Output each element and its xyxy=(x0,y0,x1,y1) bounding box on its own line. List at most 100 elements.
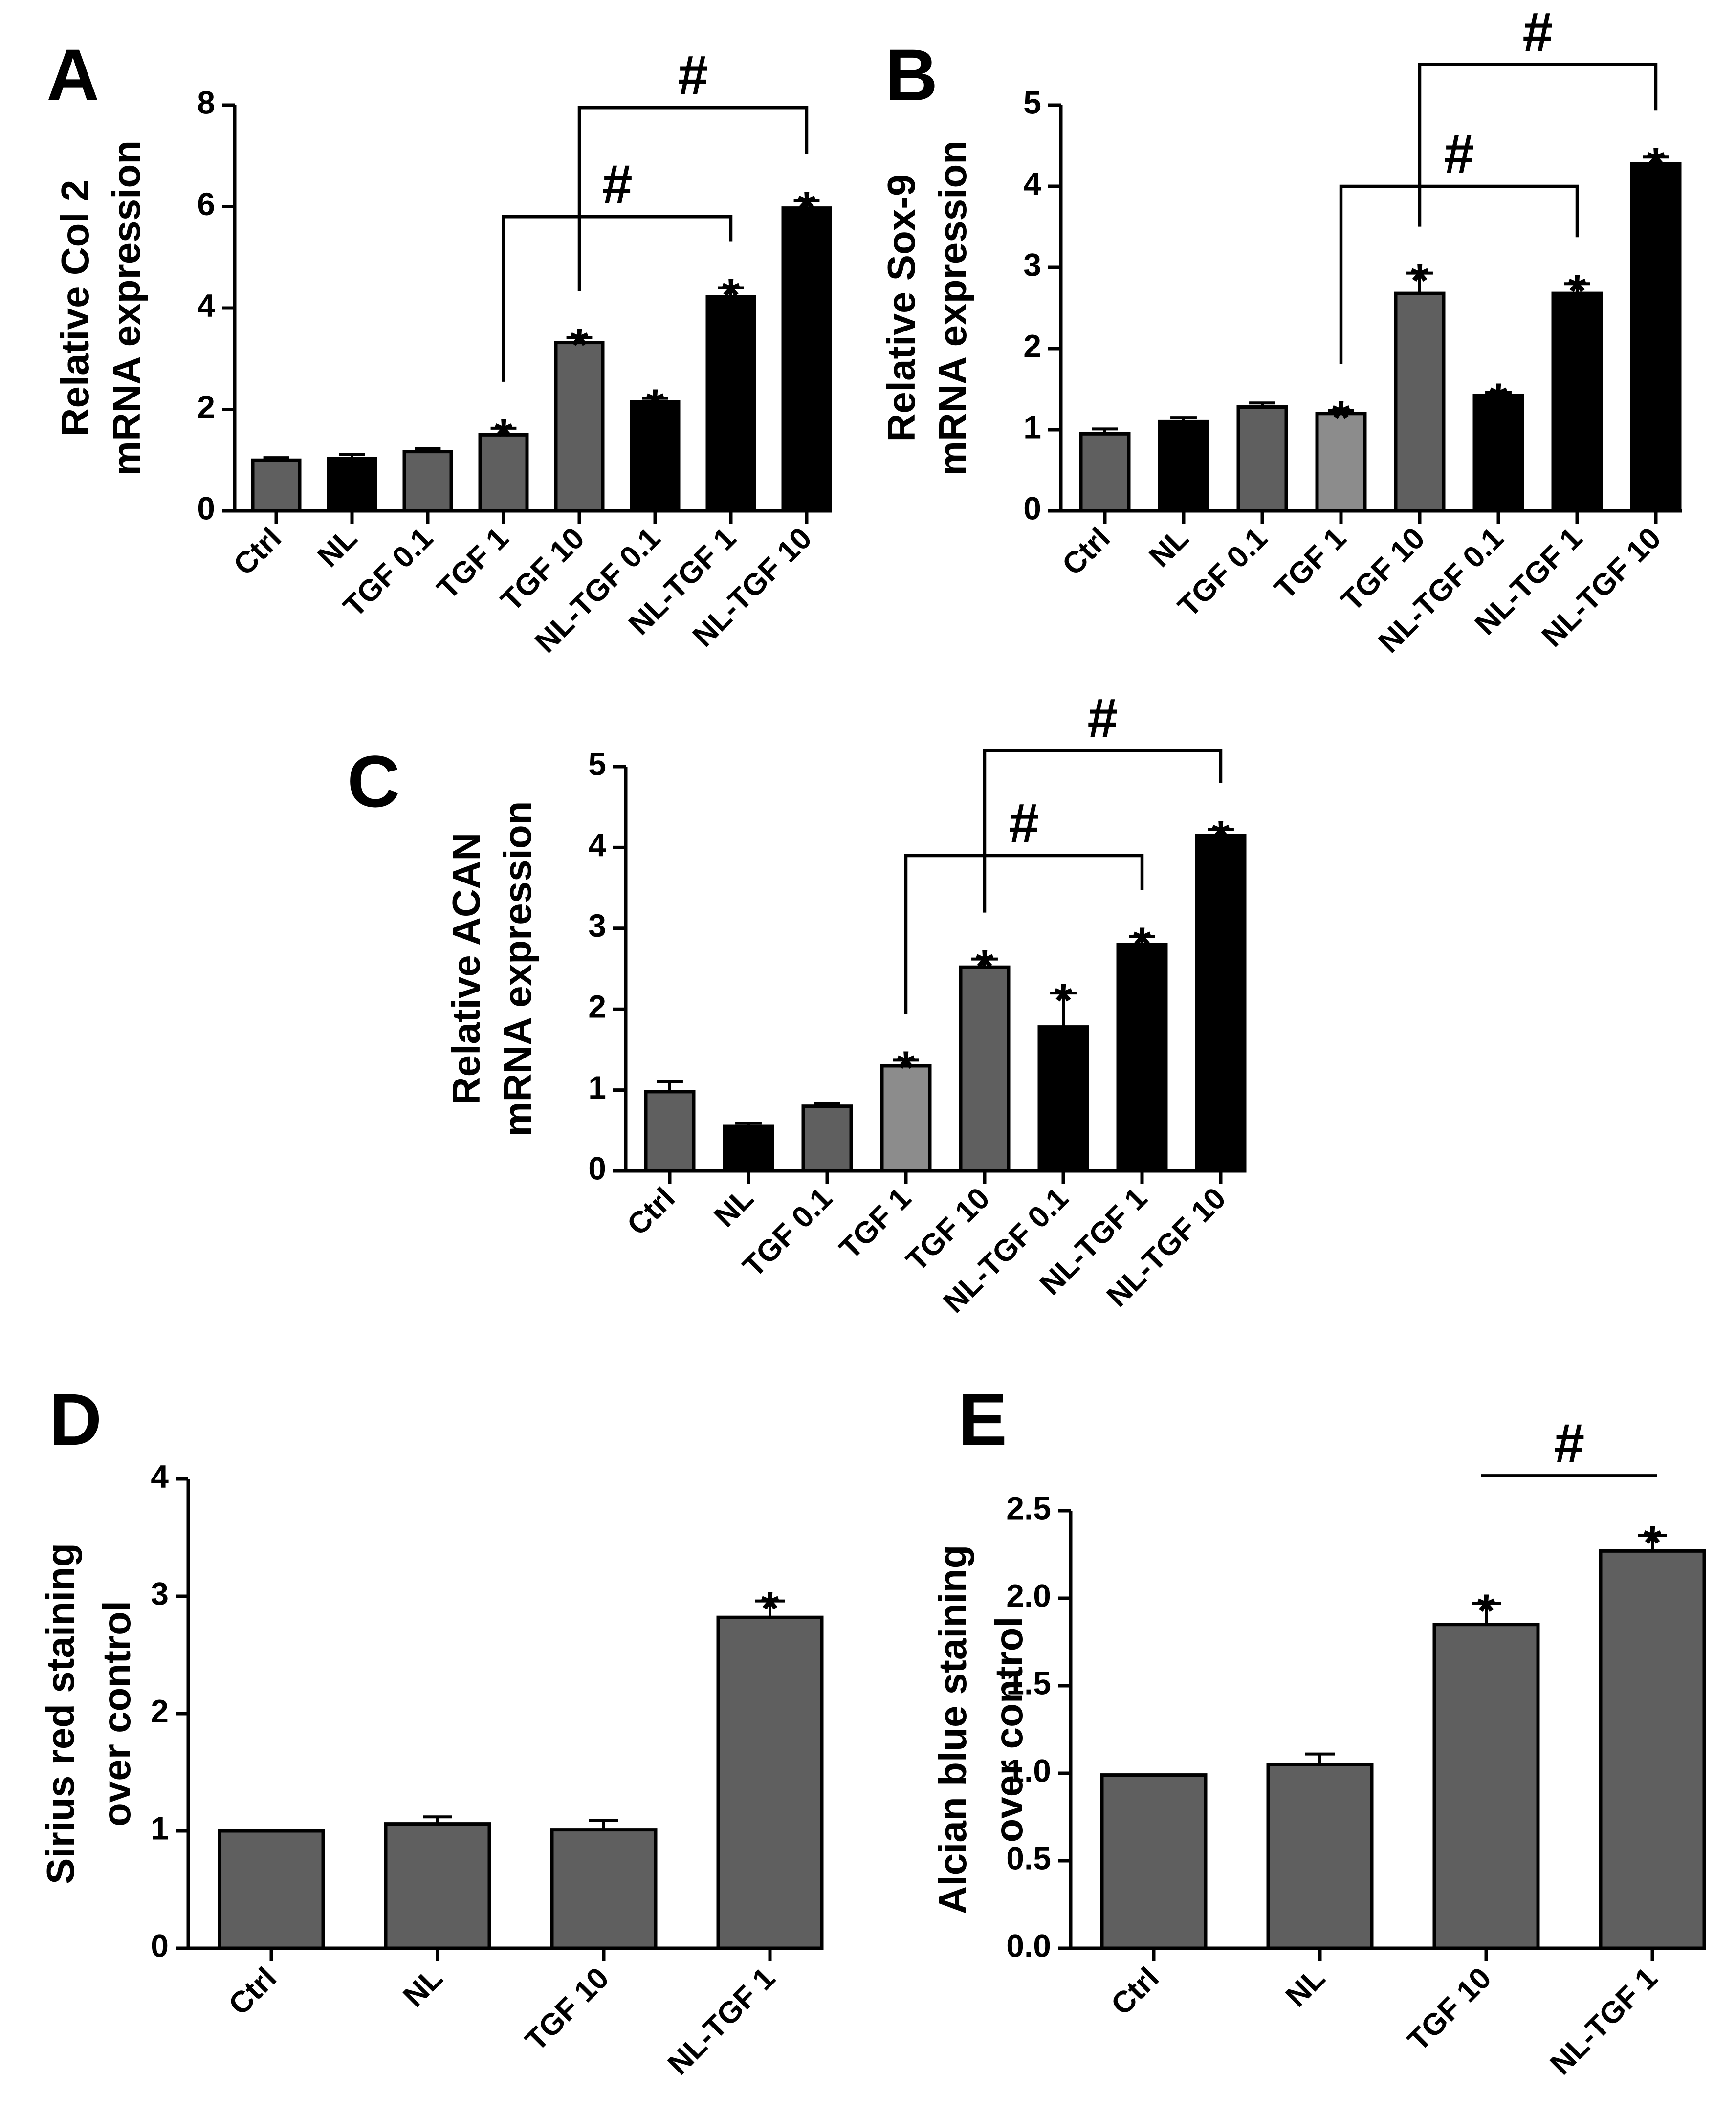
y-tick-label: 1.0 xyxy=(1006,1752,1051,1788)
bar xyxy=(716,1615,824,1950)
bar xyxy=(384,1822,491,1950)
significance-star: * xyxy=(494,410,513,462)
y-axis-title-line: Sirius red staining xyxy=(39,1543,82,1884)
y-tick-label: 5 xyxy=(1023,84,1041,120)
significance-hash: # xyxy=(1087,687,1118,749)
y-tick-label: 5 xyxy=(588,746,606,782)
y-tick-label: 3 xyxy=(588,907,606,944)
y-tick-label: 2 xyxy=(151,1693,169,1729)
significance-star: * xyxy=(761,1583,779,1635)
significance-bracket xyxy=(983,749,1223,913)
significance-star: * xyxy=(1054,974,1073,1027)
y-axis-title-line: Alcian blue staining xyxy=(931,1545,974,1915)
bar xyxy=(1432,1623,1540,1950)
x-tick-label: NL xyxy=(397,1961,449,2013)
panel-letter: B xyxy=(885,34,938,116)
bar xyxy=(327,457,377,513)
significance-star: * xyxy=(975,941,994,993)
bar xyxy=(1551,291,1603,513)
significance-hash: # xyxy=(1554,1412,1584,1474)
y-tick-label: 1 xyxy=(1023,409,1041,445)
bar xyxy=(1195,834,1247,1173)
significance-bracket xyxy=(904,854,1144,1014)
chart-panel-b: B Relative Sox-9 mRNA expression * * * * * 0 1 2 3 4… xyxy=(879,1,1682,660)
bar xyxy=(550,1828,658,1950)
y-tick-label: 8 xyxy=(197,84,215,120)
y-axis-title-line: Relative Col 2 xyxy=(53,180,97,437)
significance-hash: # xyxy=(1522,1,1553,63)
x-tick-label: TGF 10 xyxy=(519,1961,615,2057)
x-tick-label: NL xyxy=(311,521,364,573)
y-tick-label: 0.5 xyxy=(1006,1840,1051,1876)
x-tick-label: NL-TGF 1 xyxy=(1544,1961,1664,2081)
y-tick-label: 4 xyxy=(151,1458,169,1494)
y-tick-label: 0 xyxy=(151,1927,169,1963)
x-tick-label: Ctrl xyxy=(1105,1961,1165,2022)
y-axis-title-line: mRNA expression xyxy=(105,140,148,476)
x-tick-label: Ctrl xyxy=(621,1181,681,1242)
bar xyxy=(251,458,302,513)
x-tick-label: Ctrl xyxy=(1056,521,1117,582)
bar xyxy=(723,1124,774,1173)
bar xyxy=(1266,1763,1374,1950)
x-tick-label: NL xyxy=(1279,1961,1332,2013)
significance-bracket xyxy=(502,215,733,382)
chart-panel-c: C Relative ACAN mRNA expression * * * * * 0 1 2 3 4 5… xyxy=(347,687,1247,1320)
y-tick-label: 0.0 xyxy=(1006,1927,1051,1963)
significance-star: * xyxy=(570,319,589,371)
bar xyxy=(1079,432,1131,513)
x-tick-label: Ctrl xyxy=(222,1961,283,2022)
y-tick-label: 1.5 xyxy=(1006,1665,1051,1701)
significance-star: * xyxy=(1643,1517,1662,1569)
bar xyxy=(1158,419,1209,513)
panel-letter: C xyxy=(347,740,400,822)
bar xyxy=(1630,162,1682,513)
y-tick-label: 2.5 xyxy=(1006,1490,1051,1526)
x-tick-label: TGF 0.1 xyxy=(1171,521,1274,624)
significance-hash: # xyxy=(678,44,708,106)
y-tick-label: 1 xyxy=(151,1810,169,1846)
x-tick-label: NL xyxy=(1143,521,1195,573)
significance-star: * xyxy=(1211,811,1230,863)
y-axis-title-line: mRNA expression xyxy=(496,801,539,1136)
panel-letter: A xyxy=(46,34,99,116)
y-tick-label: 4 xyxy=(1023,165,1041,201)
y-tick-label: 6 xyxy=(197,186,215,222)
bar xyxy=(644,1090,696,1173)
panel-letter: E xyxy=(958,1378,1007,1460)
significance-bracket xyxy=(577,106,809,291)
y-axis-title-line: Relative Sox-9 xyxy=(879,175,923,442)
y-axis-title-line: over control xyxy=(987,1616,1031,1842)
y-tick-label: 4 xyxy=(197,287,215,323)
significance-star: * xyxy=(1477,1585,1495,1637)
y-tick-label: 2 xyxy=(588,989,606,1025)
y-tick-label: 2 xyxy=(197,389,215,425)
bar xyxy=(1599,1549,1706,1950)
bar xyxy=(1037,1025,1089,1173)
x-tick-label: TGF 0.1 xyxy=(736,1181,839,1284)
bar xyxy=(1236,405,1288,513)
significance-star: * xyxy=(1568,265,1586,317)
x-tick-label: Ctrl xyxy=(227,521,288,582)
chart-panel-d: D Sirius red staining over control * 0 1 2 3 4 Ct… xyxy=(39,1378,824,2081)
significance-star: * xyxy=(1332,392,1350,444)
y-tick-label: 1 xyxy=(588,1069,606,1105)
bar xyxy=(801,1104,853,1173)
y-tick-label: 3 xyxy=(151,1575,169,1611)
bar xyxy=(402,450,453,513)
x-tick-label: NL xyxy=(708,1181,760,1234)
x-tick-label: TGF 10 xyxy=(1401,1961,1497,2057)
significance-star: * xyxy=(646,380,664,432)
significance-star: * xyxy=(797,182,816,234)
y-tick-label: 0 xyxy=(197,490,215,526)
bar xyxy=(705,295,756,513)
significance-star: * xyxy=(1410,255,1429,307)
y-axis-title-line: mRNA expression xyxy=(931,140,974,476)
y-tick-label: 3 xyxy=(1023,246,1041,283)
bar xyxy=(959,965,1011,1173)
significance-star: * xyxy=(722,269,740,322)
chart-panel-a: A Relative Col 2 mRNA expression * * * * * 0 2 4 6 8… xyxy=(46,34,832,660)
bar xyxy=(218,1829,325,1950)
y-axis-title-line: Relative ACAN xyxy=(444,833,488,1105)
